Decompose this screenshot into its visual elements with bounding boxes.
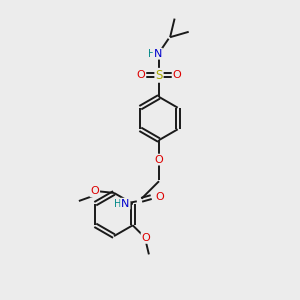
Text: S: S — [155, 69, 163, 82]
Text: O: O — [172, 70, 182, 80]
Text: H: H — [148, 49, 155, 59]
Text: H: H — [114, 199, 122, 209]
Text: N: N — [121, 199, 130, 209]
Text: O: O — [90, 186, 99, 197]
Text: O: O — [155, 192, 164, 202]
Text: O: O — [136, 70, 146, 80]
Text: N: N — [154, 49, 162, 59]
Text: O: O — [142, 233, 150, 243]
Text: O: O — [154, 154, 164, 165]
